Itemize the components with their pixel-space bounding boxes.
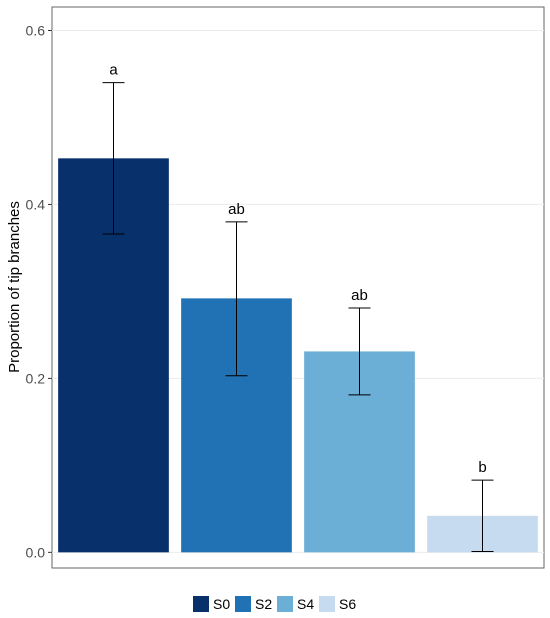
- legend-item-s0: S0: [193, 596, 230, 612]
- legend-label-s2: S2: [255, 596, 272, 612]
- legend-key-s0: [193, 596, 209, 612]
- y-tick-label: 0.4: [26, 196, 46, 212]
- legend-key-s6: [319, 596, 335, 612]
- y-tick-label: 0.6: [26, 22, 46, 38]
- significance-label-s2: ab: [228, 201, 245, 218]
- error-bar-s6: [471, 479, 494, 552]
- legend-label-s0: S0: [213, 596, 230, 612]
- significance-label-s0: a: [109, 62, 118, 79]
- legend-key-s2: [235, 596, 251, 612]
- y-tick-label: 0.0: [26, 544, 46, 560]
- legend-item-s6: S6: [319, 596, 356, 612]
- legend-key-s4: [277, 596, 293, 612]
- y-axis-title: Proportion of tip branches: [6, 201, 23, 373]
- legend-item-s2: S2: [235, 596, 272, 612]
- legend-item-s4: S4: [277, 596, 314, 612]
- significance-label-layer: a ab ab b: [109, 62, 486, 476]
- y-axis: 0.0 0.2 0.4 0.6: [26, 22, 52, 560]
- y-tick-label: 0.2: [26, 370, 46, 386]
- legend-label-s4: S4: [297, 596, 314, 612]
- error-bar-layer: [102, 82, 494, 552]
- significance-label-s6: b: [478, 459, 486, 476]
- legend-label-s6: S6: [339, 596, 356, 612]
- error-bar-s2: [225, 221, 248, 377]
- error-bar-s0: [102, 82, 125, 235]
- legend: S0 S2 S4 S6: [193, 596, 356, 612]
- error-bar-s4: [348, 307, 371, 396]
- significance-label-s4: ab: [351, 287, 368, 304]
